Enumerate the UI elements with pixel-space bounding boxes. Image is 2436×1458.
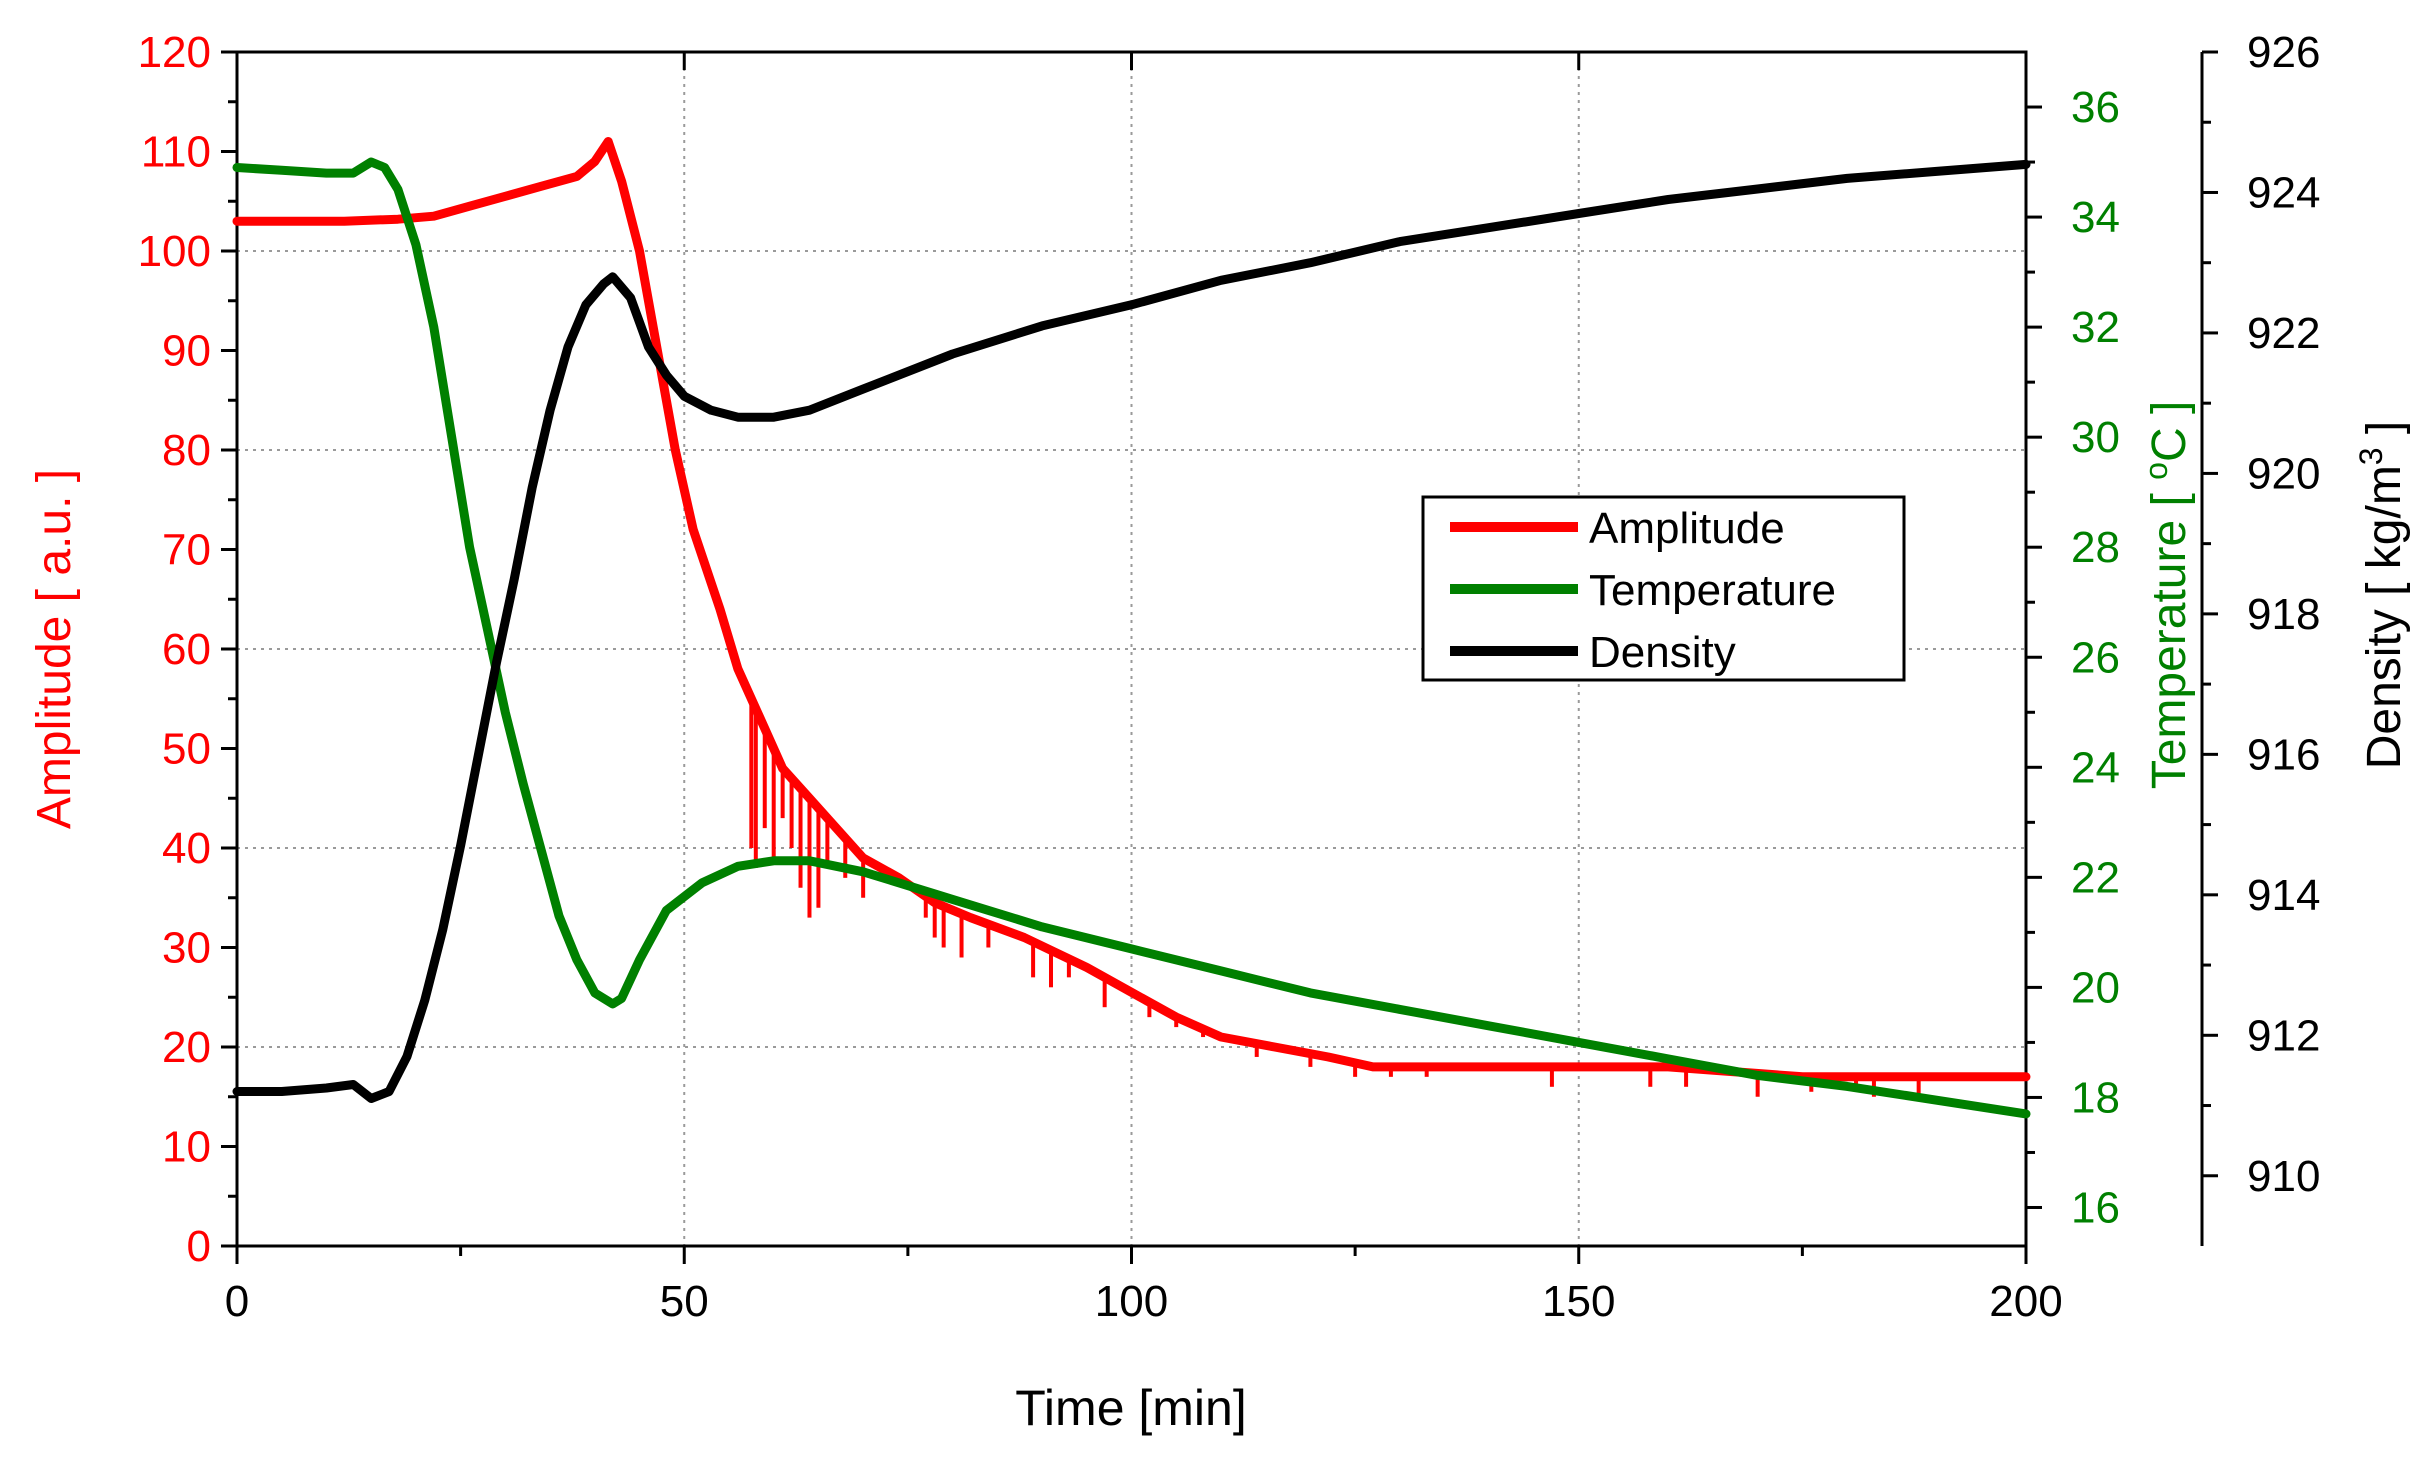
temperature-axis-label: Temperature [ oC ] — [2138, 401, 2196, 790]
density-tick-label-924: 924 — [2247, 168, 2320, 217]
temperature-tick-label-16: 16 — [2071, 1183, 2120, 1232]
amplitude-axis-label: Amplitude [ a.u. ] — [28, 469, 81, 829]
temperature-tick-label-28: 28 — [2071, 523, 2120, 572]
density-tick-label-922: 922 — [2247, 309, 2320, 358]
amplitude-tick-label-60: 60 — [162, 625, 211, 674]
x-tick-label-0: 0 — [225, 1277, 249, 1326]
grid — [237, 52, 2026, 1246]
x-tick-label-100: 100 — [1095, 1277, 1168, 1326]
amplitude-tick-label-40: 40 — [162, 824, 211, 873]
legend-label-amplitude: Amplitude — [1589, 504, 1785, 553]
amplitude-tick-label-70: 70 — [162, 526, 211, 575]
amplitude-tick-label-100: 100 — [138, 227, 211, 276]
amplitude-series-line — [232, 137, 2031, 1082]
temperature-tick-label-26: 26 — [2071, 633, 2120, 682]
amplitude-tick-label-0: 0 — [187, 1222, 211, 1271]
x-tick-label-200: 200 — [1989, 1277, 2062, 1326]
amplitude-tick-label-110: 110 — [141, 128, 211, 177]
density-tick-label-912: 912 — [2247, 1011, 2320, 1060]
x-tick-label-150: 150 — [1542, 1277, 1615, 1326]
x-tick-label-50: 50 — [660, 1277, 709, 1326]
amplitude-tick-label-10: 10 — [162, 1123, 211, 1172]
amplitude-tick-label-50: 50 — [162, 725, 211, 774]
temperature-tick-label-32: 32 — [2071, 303, 2120, 352]
legend-label-density: Density — [1589, 628, 1736, 677]
density-tick-label-926: 926 — [2247, 28, 2320, 77]
temperature-series-line — [232, 157, 2031, 1119]
temperature-tick-label-24: 24 — [2071, 743, 2120, 792]
temperature-tick-label-18: 18 — [2071, 1073, 2120, 1122]
amplitude-tick-label-120: 120 — [138, 28, 211, 77]
density-axis: Density [ kg/m3 ] 910 912 914 916 918 920 922 9… — [2200, 28, 2411, 1246]
temperature-axis: Temperature [ oC ] 16 18 20 22 24 26 28 30 32 34 3… — [2026, 83, 2196, 1232]
density-label-sup: 3 — [2353, 447, 2389, 465]
temperature-tick-label-30: 30 — [2071, 413, 2120, 462]
density-label-tail: ] — [2358, 421, 2411, 448]
temperature-tick-label-34: 34 — [2071, 193, 2120, 242]
x-axis-label: Time [min] — [1015, 1380, 1247, 1436]
legend: Amplitude Temperature Density — [1421, 495, 1906, 682]
density-series-line — [232, 159, 2031, 1103]
amplitude-axis: Amplitude [ a.u. ] 0 10 20 30 40 50 60 70 80 90 10… — [28, 28, 237, 1271]
amplitude-tick-label-20: 20 — [162, 1023, 211, 1072]
legend-label-temperature: Temperature — [1589, 566, 1836, 615]
amplitude-tick-label-90: 90 — [162, 327, 211, 376]
density-tick-label-918: 918 — [2247, 590, 2320, 639]
temperature-label-tail: C ] — [2143, 401, 2196, 462]
temperature-tick-label-20: 20 — [2071, 963, 2120, 1012]
density-axis-label: Density [ kg/m3 ] — [2353, 421, 2411, 770]
amplitude-tick-label-30: 30 — [162, 924, 211, 973]
temperature-tick-label-22: 22 — [2071, 853, 2120, 902]
amplitude-tick-label-80: 80 — [162, 426, 211, 475]
density-label-main: Density [ kg/m — [2358, 465, 2411, 769]
x-axis: Time [min] 0 50 100 150 200 — [225, 52, 2063, 1436]
series-layer — [232, 137, 2031, 1119]
temperature-label-main: Temperature [ — [2143, 480, 2196, 789]
density-tick-label-920: 920 — [2247, 449, 2320, 498]
temperature-tick-label-36: 36 — [2071, 83, 2120, 132]
density-tick-label-914: 914 — [2247, 871, 2320, 920]
density-tick-label-916: 916 — [2247, 730, 2320, 779]
temperature-label-sup: o — [2138, 462, 2174, 480]
density-tick-label-910: 910 — [2247, 1152, 2320, 1201]
